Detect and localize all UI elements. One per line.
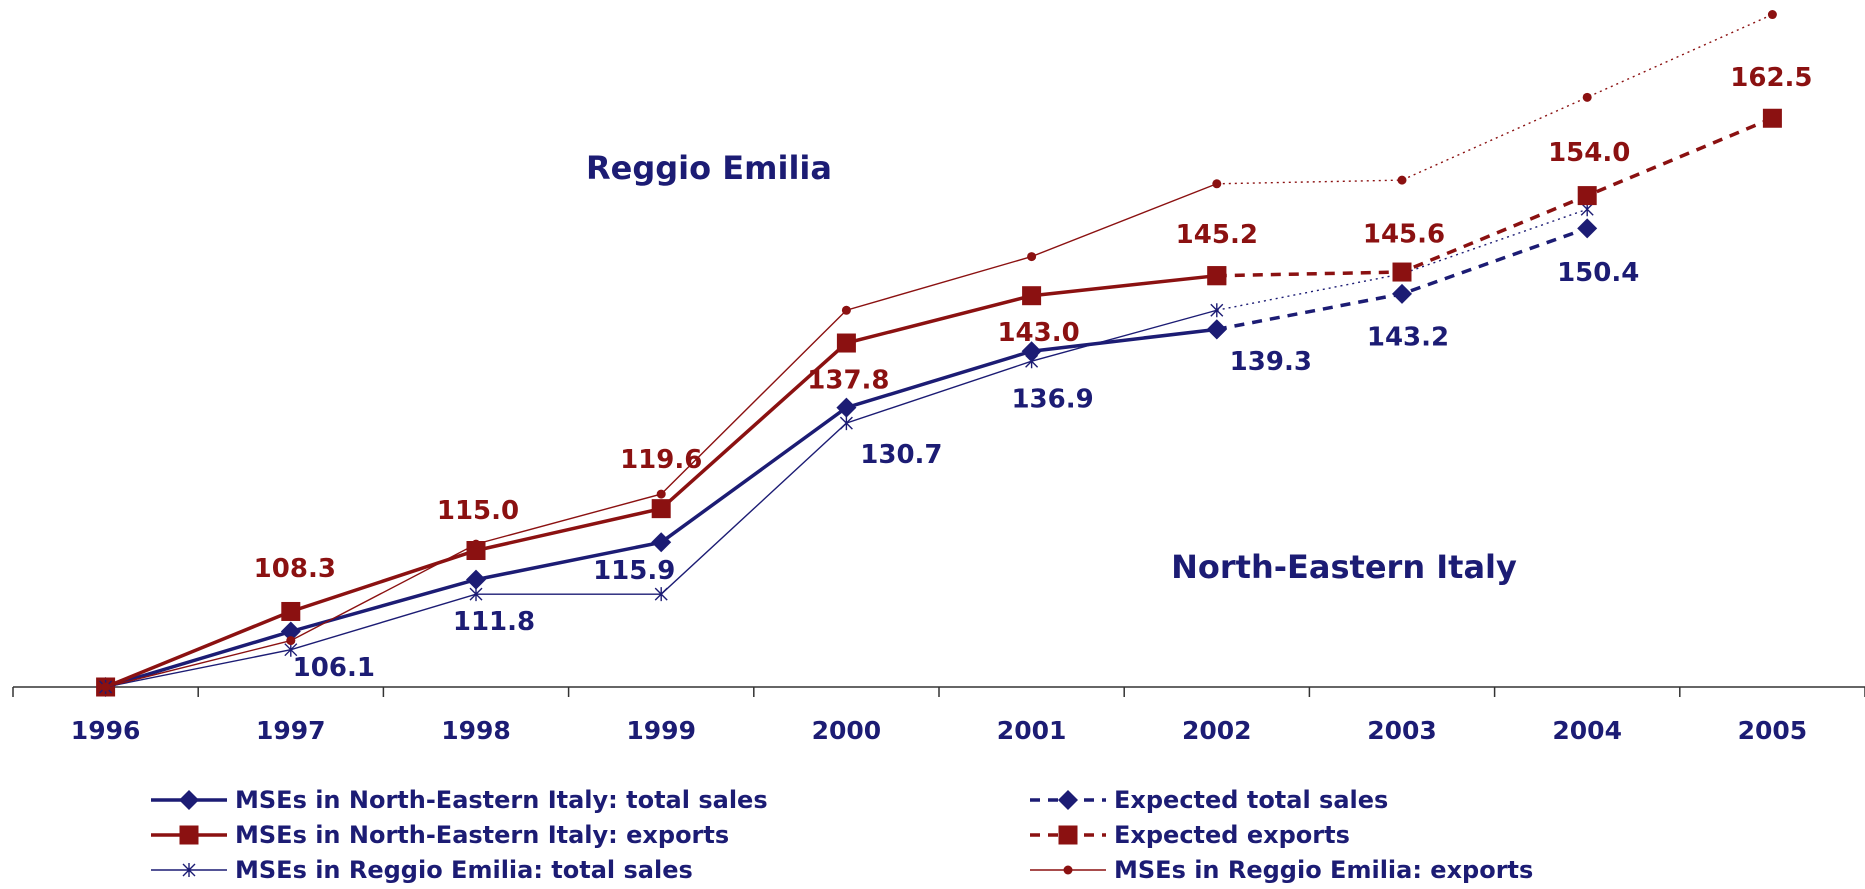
value-label: 145.6 — [1363, 220, 1445, 250]
data-point — [466, 541, 486, 560]
value-label: 115.0 — [437, 496, 519, 526]
legend-label: MSEs in North-Eastern Italy: exports — [235, 821, 729, 849]
data-point — [1210, 303, 1224, 318]
data-point — [1392, 262, 1412, 282]
data-point — [286, 636, 296, 646]
value-label: 143.2 — [1367, 322, 1449, 352]
legend-marker — [179, 825, 199, 845]
data-point — [1207, 266, 1227, 286]
data-point — [471, 539, 481, 549]
data-point — [836, 397, 857, 418]
data-point — [281, 601, 301, 621]
data-point — [656, 489, 666, 499]
legend-label: MSEs in Reggio Emilia: exports — [1114, 856, 1533, 884]
data-point — [1397, 175, 1407, 185]
value-label: 162.5 — [1730, 63, 1812, 93]
series-line — [105, 309, 1217, 688]
data-point — [1206, 319, 1227, 340]
x-tick-label: 2004 — [1552, 716, 1622, 745]
x-tick-label: 1996 — [71, 716, 141, 745]
value-label: 136.9 — [1011, 385, 1093, 415]
annotation: Reggio Emilia — [586, 149, 832, 187]
value-label: 154.0 — [1548, 138, 1630, 168]
x-tick-label: 2002 — [1182, 716, 1252, 745]
data-point — [1025, 354, 1039, 369]
legend-marker — [1063, 865, 1073, 875]
legend-label: MSEs in Reggio Emilia: total sales — [235, 856, 693, 884]
value-label: 115.9 — [593, 556, 675, 586]
legend-label: MSEs in North-Eastern Italy: total sales — [235, 786, 768, 814]
x-tick-label: 2000 — [812, 716, 882, 745]
data-point — [1022, 286, 1042, 306]
data-point — [651, 499, 671, 519]
value-label: 145.2 — [1176, 220, 1258, 250]
data-point — [841, 305, 851, 315]
legend-marker — [1058, 790, 1078, 810]
data-point — [836, 333, 856, 353]
x-tick-label: 2001 — [997, 716, 1067, 745]
value-label: 108.3 — [254, 554, 336, 584]
value-label: 119.6 — [620, 445, 702, 475]
legend-marker — [182, 863, 196, 877]
data-point — [101, 682, 111, 692]
x-tick-label: 1998 — [441, 716, 511, 745]
series-line — [105, 183, 1218, 688]
value-label: 106.1 — [293, 653, 375, 683]
value-label: 137.8 — [807, 366, 889, 396]
data-point — [1762, 108, 1782, 128]
data-point — [1582, 92, 1592, 102]
data-point — [1212, 179, 1222, 189]
value-label: 139.3 — [1230, 347, 1312, 377]
annotation: North-Eastern Italy — [1171, 548, 1517, 586]
legend-label: Expected total sales — [1114, 786, 1388, 814]
legend-marker — [179, 790, 199, 810]
legend-marker — [1058, 825, 1078, 845]
x-tick-label: 2003 — [1367, 716, 1437, 745]
data-point — [1392, 283, 1412, 304]
series-line — [1216, 116, 1774, 278]
data-point — [651, 532, 672, 553]
data-point — [469, 587, 483, 602]
data-point — [466, 569, 486, 590]
data-point — [1577, 218, 1598, 239]
value-label: 130.7 — [860, 440, 942, 470]
x-tick-label: 2005 — [1738, 716, 1808, 745]
x-tick-label: 1997 — [256, 716, 326, 745]
value-label: 111.8 — [453, 607, 535, 637]
series-line — [1216, 208, 1588, 311]
data-point — [654, 587, 668, 602]
x-tick-label: 1999 — [626, 716, 696, 745]
data-point — [1767, 10, 1777, 20]
data-point — [1577, 186, 1597, 206]
value-label: 143.0 — [997, 318, 1079, 348]
data-point — [839, 416, 853, 431]
data-point — [1027, 252, 1037, 262]
data-point — [280, 621, 301, 642]
legend-label: Expected exports — [1114, 821, 1350, 849]
series-line — [1216, 13, 1773, 185]
value-label: 150.4 — [1557, 258, 1639, 288]
